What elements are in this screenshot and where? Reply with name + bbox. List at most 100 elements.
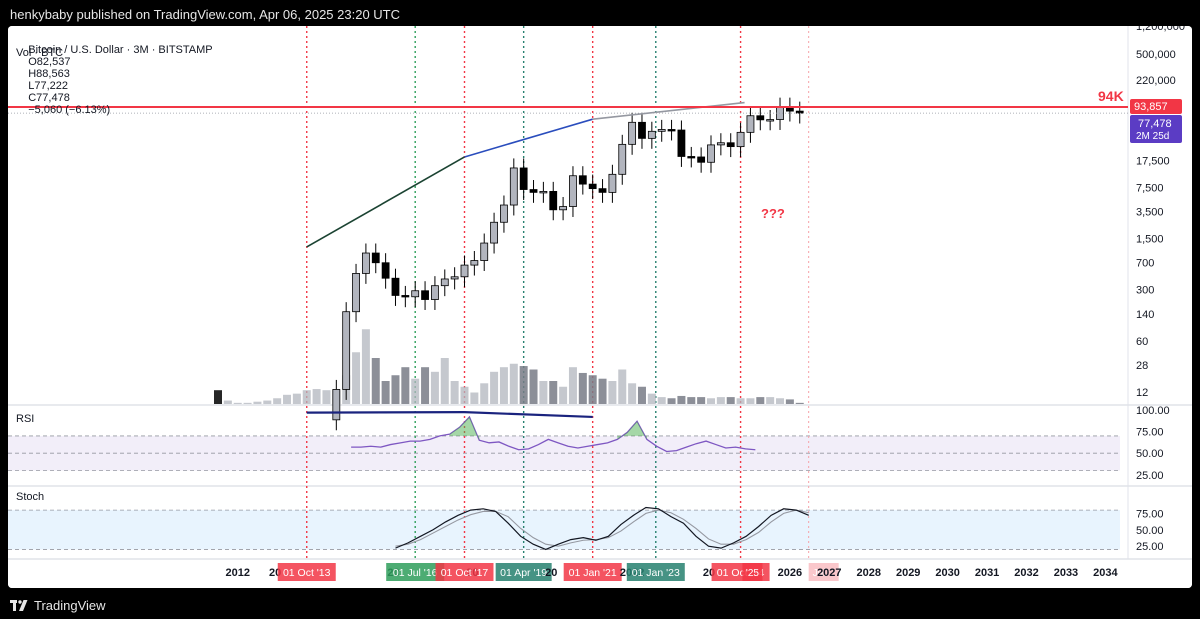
tradingview-logo[interactable]: TradingView xyxy=(10,598,106,613)
volume-bar xyxy=(223,400,232,404)
ohlc-open: O82,537 xyxy=(28,56,71,68)
resistance-label: 94K xyxy=(1098,88,1124,104)
cycle-date-badge xyxy=(563,563,622,581)
candle-up xyxy=(332,389,341,421)
volume-bar xyxy=(637,386,646,404)
time-axis-year: 2029 xyxy=(896,567,920,579)
price-axis-label: 1,200,000 xyxy=(1136,26,1185,33)
trend-line-1 xyxy=(306,156,465,248)
resistance-price-badge xyxy=(1130,99,1182,115)
volume-bars xyxy=(214,329,804,404)
candle-down xyxy=(549,191,558,211)
time-axis-year: 2034 xyxy=(1093,567,1118,579)
volume-bar xyxy=(391,375,400,404)
published-text: henkybaby published on TradingView.com, … xyxy=(10,7,401,22)
candle-down xyxy=(795,110,804,114)
rsi-divergence-line-2 xyxy=(464,411,593,419)
volume-bar xyxy=(411,378,420,404)
volume-bar xyxy=(292,393,301,404)
candle-up xyxy=(352,273,360,313)
volume-bar xyxy=(697,397,706,404)
stoch-axis-label: 75.00 xyxy=(1136,508,1164,520)
volume-bar xyxy=(460,386,469,404)
candle-up xyxy=(647,130,656,139)
stoch-band xyxy=(8,510,1120,550)
chart-canvas[interactable]: 94K??? 1,200,000500,000220,00040,00017,5… xyxy=(8,26,1192,588)
volume-bar xyxy=(628,383,637,404)
time-axis-year: 2032 xyxy=(1014,567,1038,579)
candle-up xyxy=(608,173,617,193)
candle-down xyxy=(756,115,765,121)
ohlc-high: H88,563 xyxy=(28,68,70,80)
volume-bar xyxy=(430,371,439,404)
volume-bar xyxy=(687,397,696,404)
price-axis-label: 7,500 xyxy=(1136,182,1164,194)
candle-up xyxy=(460,264,469,278)
volume-bar xyxy=(618,369,627,404)
volume-bar xyxy=(440,358,449,404)
volume-bar xyxy=(450,381,459,404)
candle-up xyxy=(480,242,489,261)
price-axis-label: 1,500 xyxy=(1136,234,1164,246)
candle-up xyxy=(618,143,627,175)
volume-bar xyxy=(647,393,656,404)
candle-down xyxy=(421,290,429,300)
volume-legend: Vol · BTC xyxy=(16,47,64,59)
ohlc-low: L77,222 xyxy=(28,80,68,92)
volume-bar xyxy=(756,397,765,404)
time-axis-year: 2027 xyxy=(817,567,841,579)
trend-line-3 xyxy=(592,101,745,120)
rsi-axis-label: 50.00 xyxy=(1136,448,1164,460)
volume-bar xyxy=(776,398,785,404)
candle-up xyxy=(342,311,351,390)
last-price-text: 77,478 xyxy=(1138,118,1172,130)
volume-bar xyxy=(657,397,666,404)
overlays: 94K??? xyxy=(8,88,1128,551)
candle-up xyxy=(766,119,775,122)
volume-bar xyxy=(273,398,282,404)
volume-bar xyxy=(263,400,272,404)
cycle-date-label: 01 Jul '16 xyxy=(393,567,438,579)
volume-bar xyxy=(766,397,775,404)
volume-bar xyxy=(677,395,686,404)
volume-bar xyxy=(746,398,755,404)
cycle-date-label: 01 Jan '21 xyxy=(569,567,617,579)
volume-bar xyxy=(726,397,735,404)
chart-frame[interactable]: 94K??? 1,200,000500,000220,00040,00017,5… xyxy=(8,26,1192,588)
volume-bar xyxy=(559,386,568,404)
time-axis-year: 2033 xyxy=(1054,567,1078,579)
volume-bar xyxy=(322,390,331,404)
cycle-date-badge xyxy=(495,563,552,581)
rsi-axis-label: 100.00 xyxy=(1136,405,1170,417)
cycle-date-label: 01 Apr '19 xyxy=(500,567,547,579)
stoch-k-line xyxy=(395,506,809,551)
time-axis-partial-label: '25 xyxy=(746,568,759,579)
candle-up xyxy=(450,276,459,280)
candle-down xyxy=(697,156,706,163)
candle-down xyxy=(519,167,528,190)
candle-down xyxy=(726,142,735,148)
price-axis-label: 140 xyxy=(1136,309,1154,321)
published-header: henkybaby published on TradingView.com, … xyxy=(0,0,1200,26)
price-axis-label: 17,500 xyxy=(1136,155,1170,167)
volume-bar xyxy=(549,381,558,404)
stoch-axis-label: 25.00 xyxy=(1136,541,1164,553)
symbol-legend: Bitcoin / U.S. Dollar · 3M · BITSTAMP O8… xyxy=(16,32,213,128)
volume-bar xyxy=(608,381,617,404)
resistance-price-text: 93,857 xyxy=(1134,101,1168,113)
ohlc-close: C77,478 xyxy=(28,92,70,104)
chart-background xyxy=(8,26,1192,588)
candle-up xyxy=(716,142,725,146)
volume-bar xyxy=(233,402,242,404)
volume-bar xyxy=(667,398,676,404)
trend-line-2 xyxy=(464,118,593,158)
volume-bar xyxy=(283,394,292,404)
candle-up xyxy=(539,191,548,194)
last-price-countdown: 2M 25d xyxy=(1136,131,1169,142)
price-axis-label: 220,000 xyxy=(1136,75,1176,87)
price-axis-label: 12 xyxy=(1136,387,1148,399)
symbol-name: Bitcoin / U.S. Dollar · 3M · BITSTAMP xyxy=(28,44,213,56)
rsi-overbought-fill xyxy=(617,421,647,440)
candle-down xyxy=(638,121,646,139)
candle-up xyxy=(361,252,370,274)
